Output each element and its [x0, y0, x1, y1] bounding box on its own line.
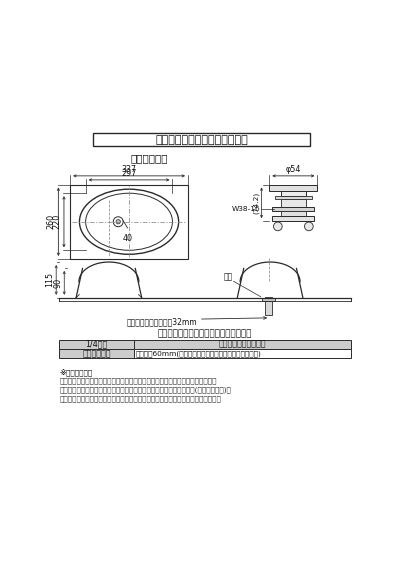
- Text: 337: 337: [122, 165, 137, 174]
- Bar: [59, 340, 134, 349]
- Bar: [262, 298, 275, 301]
- Bar: [265, 297, 272, 315]
- Text: W38-16: W38-16: [231, 206, 260, 212]
- Text: 40: 40: [122, 233, 132, 243]
- Bar: [281, 211, 306, 215]
- Text: 現品で合わせて下さい: 現品で合わせて下さい: [218, 340, 266, 349]
- Text: 90: 90: [54, 278, 62, 288]
- Text: 〈オーバル〉: 〈オーバル〉: [130, 153, 168, 163]
- Text: ファボリ　タイル製洗面ボウル: ファボリ タイル製洗面ボウル: [156, 135, 248, 145]
- Text: φ54: φ54: [286, 165, 301, 174]
- Bar: [272, 215, 314, 221]
- Text: 定期的にスポンジ等のやわらかい物でお手入れいただければ充分です(中性洗剤使用)。: 定期的にスポンジ等のやわらかい物でお手入れいただければ充分です(中性洗剤使用)。: [59, 386, 231, 393]
- Bar: [70, 185, 188, 259]
- Bar: [134, 349, 351, 358]
- Bar: [59, 349, 134, 358]
- Text: 天板: 天板: [224, 272, 233, 281]
- Text: 穴あけ設置する場合の開口寸法（参考）: 穴あけ設置する場合の開口寸法（参考）: [158, 329, 252, 339]
- Text: (74.2): (74.2): [253, 192, 260, 214]
- Text: 220: 220: [52, 214, 62, 229]
- Text: 260: 260: [46, 214, 55, 229]
- Text: 防護材を保護する為クレンザー洗剤・研磨剤・たわし等は使用しないでください。: 防護材を保護する為クレンザー洗剤・研磨剤・たわし等は使用しないでください。: [59, 395, 221, 402]
- Bar: [275, 197, 312, 199]
- Circle shape: [116, 220, 120, 224]
- Bar: [272, 207, 314, 211]
- Circle shape: [304, 222, 313, 231]
- Bar: [281, 191, 306, 197]
- Text: 約　径組60mm(天板固定用フランジを別途ご用意下さい): 約 径組60mm(天板固定用フランジを別途ご用意下さい): [135, 350, 261, 357]
- Text: 1/4埋め: 1/4埋め: [85, 340, 108, 349]
- Text: 洸透防護材によるオーバーコーティングが施してある為、お手入れは簡単です。: 洸透防護材によるオーバーコーティングが施してある為、お手入れは簡単です。: [59, 378, 217, 385]
- Text: ※お手入れ方法: ※お手入れ方法: [59, 369, 92, 377]
- Text: 天板据え置き: 天板据え置き: [82, 349, 111, 358]
- Text: 115: 115: [45, 272, 54, 287]
- Text: 297: 297: [121, 169, 137, 178]
- Bar: [134, 340, 351, 349]
- Text: 丸型排水栓　パイプ組32mm: 丸型排水栓 パイプ組32mm: [126, 317, 197, 326]
- Bar: [281, 199, 306, 207]
- Circle shape: [274, 222, 282, 231]
- Bar: [94, 133, 310, 146]
- Bar: [269, 185, 317, 191]
